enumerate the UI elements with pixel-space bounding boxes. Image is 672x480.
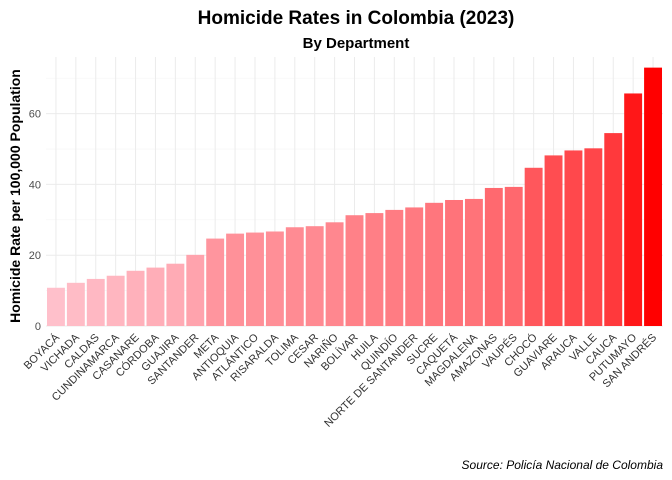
bar xyxy=(46,287,65,326)
bar xyxy=(644,67,663,327)
bar xyxy=(285,227,304,326)
bar xyxy=(226,233,245,326)
bar xyxy=(325,222,344,326)
bar xyxy=(365,213,384,326)
bar xyxy=(166,263,185,326)
y-tick-label: 60 xyxy=(29,109,41,121)
chart-subtitle: By Department xyxy=(303,35,410,52)
bar xyxy=(385,209,404,326)
bar xyxy=(265,231,284,326)
bar xyxy=(246,232,264,326)
y-tick-label: 20 xyxy=(29,250,41,262)
chart-title: Homicide Rates in Colombia (2023) xyxy=(198,8,515,29)
bar xyxy=(345,215,364,326)
bar xyxy=(305,226,324,326)
bar xyxy=(484,187,503,326)
bar xyxy=(405,207,424,326)
bar xyxy=(564,150,583,326)
bar xyxy=(186,254,205,326)
bar xyxy=(544,155,563,326)
y-tick-label: 40 xyxy=(29,179,41,191)
bar xyxy=(624,93,643,327)
y-axis-label: Homicide Rate per 100,000 Population xyxy=(7,69,23,323)
bar xyxy=(126,270,145,326)
bar xyxy=(66,282,85,326)
y-axis-ticks: 0 20 40 60 xyxy=(29,109,41,333)
bar xyxy=(445,199,463,326)
bar xyxy=(206,238,225,326)
chart-caption: Source: Policía Nacional de Colombia xyxy=(462,458,664,472)
bar xyxy=(604,133,623,326)
bar xyxy=(106,275,125,326)
y-tick-label: 0 xyxy=(35,321,41,333)
bar xyxy=(504,186,523,326)
bar xyxy=(425,202,444,326)
bar xyxy=(146,267,165,326)
bar xyxy=(584,148,603,326)
bars xyxy=(46,67,663,327)
bar xyxy=(524,167,543,326)
x-axis-ticks: BOYACÁVICHADACALDASCUNDINAMARCACASANAREC… xyxy=(21,330,659,429)
bar xyxy=(86,278,105,326)
bar xyxy=(464,198,483,326)
